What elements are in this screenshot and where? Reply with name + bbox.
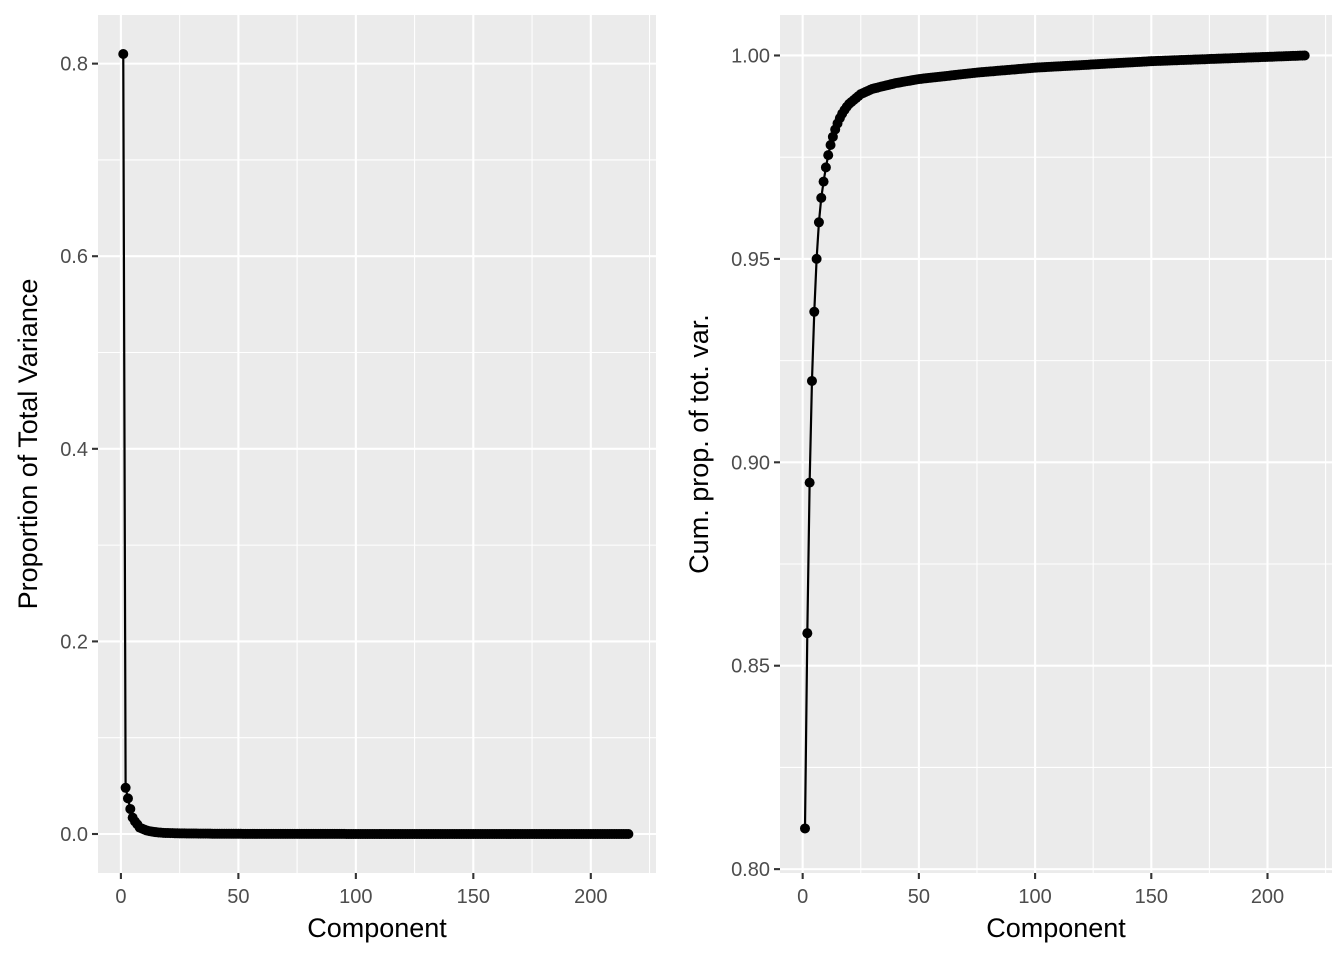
left-x-tick-label: 200 — [574, 886, 607, 908]
right-y-tick-label: 0.95 — [731, 249, 770, 271]
right-data-point — [802, 628, 813, 639]
left-y-tick-label: 0.4 — [60, 439, 88, 461]
right-y-tick-label: 0.80 — [731, 859, 770, 881]
right-y-axis-title: Cum. prop. of tot. var. — [684, 314, 714, 574]
left-x-tick-label: 0 — [115, 886, 126, 908]
left-panel-background — [98, 15, 656, 873]
right-x-tick-label: 0 — [797, 886, 808, 908]
right-y-tick-label: 0.85 — [731, 656, 770, 678]
right-data-point — [823, 150, 834, 161]
left-y-tick-label: 0.0 — [60, 824, 88, 846]
left-x-axis-title: Component — [307, 913, 447, 943]
left-data-point — [122, 793, 133, 804]
left-x-tick-label: 50 — [227, 886, 249, 908]
left-data-point — [118, 49, 129, 59]
right-data-point — [811, 253, 822, 264]
right-y-tick-label: 0.90 — [731, 452, 770, 474]
right-x-tick-label: 50 — [908, 886, 930, 908]
left-x-tick-label: 100 — [339, 886, 372, 908]
right-data-point — [809, 306, 820, 317]
right-data-point — [816, 192, 827, 203]
right-x-axis-title: Component — [986, 913, 1126, 943]
right-data-point — [820, 162, 831, 173]
left-y-tick-label: 0.6 — [60, 246, 88, 268]
right-x-tick-label: 100 — [1018, 886, 1051, 908]
right-x-tick-label: 200 — [1251, 886, 1284, 908]
left-data-point — [125, 803, 136, 814]
left-x-tick-label: 150 — [457, 886, 490, 908]
right-y-tick-label: 1.00 — [731, 45, 770, 67]
right-data-point — [806, 375, 817, 386]
cumulative-proportion-panel: 0 50 100 150 200 0.80 0.85 0.90 0.95 1.00 Componen… — [684, 15, 1332, 943]
right-data-point — [1299, 50, 1310, 61]
right-data-point — [825, 139, 836, 150]
right-data-point — [813, 217, 824, 228]
right-data-point — [818, 176, 829, 187]
left-data-point — [120, 782, 131, 793]
left-data-point — [623, 828, 634, 839]
left-y-axis-title: Proportion of Total Variance — [13, 279, 43, 610]
left-y-tick-label: 0.8 — [60, 54, 88, 76]
right-x-tick-label: 150 — [1135, 886, 1168, 908]
right-data-point — [799, 823, 810, 834]
variance-proportion-panel: 0 50 100 150 200 0.0 0.2 0.4 0.6 0.8 Component Prop… — [13, 15, 656, 943]
right-data-point — [804, 477, 815, 488]
left-y-tick-label: 0.2 — [60, 631, 88, 653]
right-panel-background — [780, 15, 1332, 873]
